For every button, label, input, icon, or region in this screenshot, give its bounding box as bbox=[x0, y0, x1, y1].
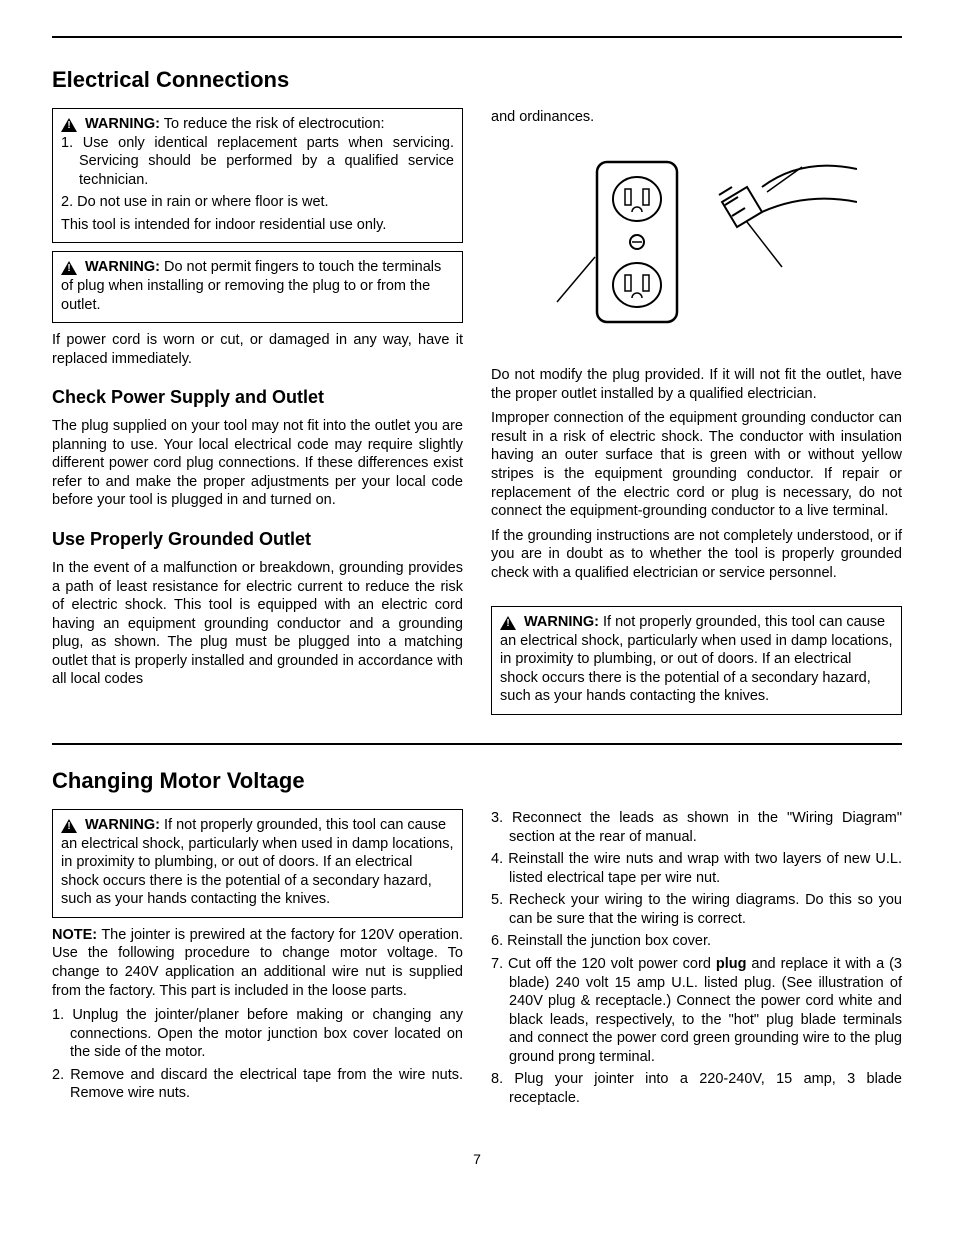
warning-icon bbox=[61, 118, 77, 132]
p-outlet: The plug supplied on your tool may not f… bbox=[52, 417, 463, 510]
p-understood: If the grounding instructions are not co… bbox=[491, 527, 902, 583]
warning-label-4: WARNING: bbox=[85, 817, 160, 833]
warn1-item2: 2. Do not use in rain or where floor is … bbox=[61, 193, 454, 212]
step-2: 2. Remove and discard the electrical tap… bbox=[52, 1066, 463, 1103]
steps-right: 3. Reconnect the leads as shown in the "… bbox=[491, 809, 902, 1107]
col-left-1: WARNING: To reduce the risk of electrocu… bbox=[52, 108, 463, 723]
col-left-2: WARNING: If not properly grounded, this … bbox=[52, 809, 463, 1111]
mid-rule bbox=[52, 743, 902, 745]
heading-voltage: Changing Motor Voltage bbox=[52, 767, 902, 795]
col-right-2: 3. Reconnect the leads as shown in the "… bbox=[491, 809, 902, 1111]
p-improper: Improper connection of the equipment gro… bbox=[491, 409, 902, 520]
warning-box-2: WARNING: Do not permit fingers to touch … bbox=[52, 251, 463, 323]
step-1: 1. Unplug the jointer/planer before maki… bbox=[52, 1006, 463, 1062]
p-ordinances: and ordinances. bbox=[491, 108, 902, 127]
step7-b: and replace it with a (3 blade) 240 volt… bbox=[509, 956, 902, 1065]
page-number: 7 bbox=[52, 1151, 902, 1169]
warn1-item1: 1. Use only identical replacement parts … bbox=[61, 134, 454, 190]
heading-electrical: Electrical Connections bbox=[52, 66, 902, 94]
warn1-foot: This tool is intended for indoor residen… bbox=[61, 217, 386, 233]
warning-box-1: WARNING: To reduce the risk of electrocu… bbox=[52, 108, 463, 243]
warning-label-3: WARNING: bbox=[524, 614, 599, 630]
outlet-figure bbox=[491, 137, 902, 353]
steps-left: 1. Unplug the jointer/planer before maki… bbox=[52, 1006, 463, 1103]
step-6: 6. Reinstall the junction box cover. bbox=[491, 932, 902, 951]
warning-intro-1: To reduce the risk of electrocution: bbox=[164, 116, 385, 132]
columns-section2: WARNING: If not properly grounded, this … bbox=[52, 809, 902, 1111]
warning-icon bbox=[61, 261, 77, 275]
warning-icon bbox=[61, 819, 77, 833]
p-grounded: In the event of a malfunction or breakdo… bbox=[52, 559, 463, 689]
step7-a: 7. Cut off the 120 volt power cord bbox=[491, 956, 716, 972]
note-lead: NOTE: bbox=[52, 927, 97, 943]
heading-outlet: Check Power Supply and Outlet bbox=[52, 386, 463, 409]
warning-label-2: WARNING: bbox=[85, 259, 160, 275]
step-7: 7. Cut off the 120 volt power cord plug … bbox=[491, 955, 902, 1066]
step-4: 4. Reinstall the wire nuts and wrap with… bbox=[491, 850, 902, 887]
note-text: The jointer is prewired at the factory f… bbox=[52, 927, 463, 999]
step-3: 3. Reconnect the leads as shown in the "… bbox=[491, 809, 902, 846]
top-rule bbox=[52, 36, 902, 38]
p-modify: Do not modify the plug provided. If it w… bbox=[491, 366, 902, 403]
step-5: 5. Recheck your wiring to the wiring dia… bbox=[491, 891, 902, 928]
warning-box-4: WARNING: If not properly grounded, this … bbox=[52, 809, 463, 918]
col-right-1: and ordinances. bbox=[491, 108, 902, 723]
heading-grounded: Use Properly Grounded Outlet bbox=[52, 528, 463, 551]
warning-icon bbox=[500, 616, 516, 630]
step-8: 8. Plug your jointer into a 220-240V, 15… bbox=[491, 1070, 902, 1107]
columns-section1: WARNING: To reduce the risk of electrocu… bbox=[52, 108, 902, 723]
step7-bold: plug bbox=[716, 956, 747, 972]
warning-list-1: 1. Use only identical replacement parts … bbox=[61, 134, 454, 212]
note-para: NOTE: The jointer is prewired at the fac… bbox=[52, 926, 463, 1000]
after-warn2: If power cord is worn or cut, or damaged… bbox=[52, 331, 463, 368]
outlet-plug-illustration bbox=[537, 137, 857, 347]
warning-label-1: WARNING: bbox=[85, 116, 160, 132]
warning-box-3: WARNING: If not properly grounded, this … bbox=[491, 606, 902, 715]
